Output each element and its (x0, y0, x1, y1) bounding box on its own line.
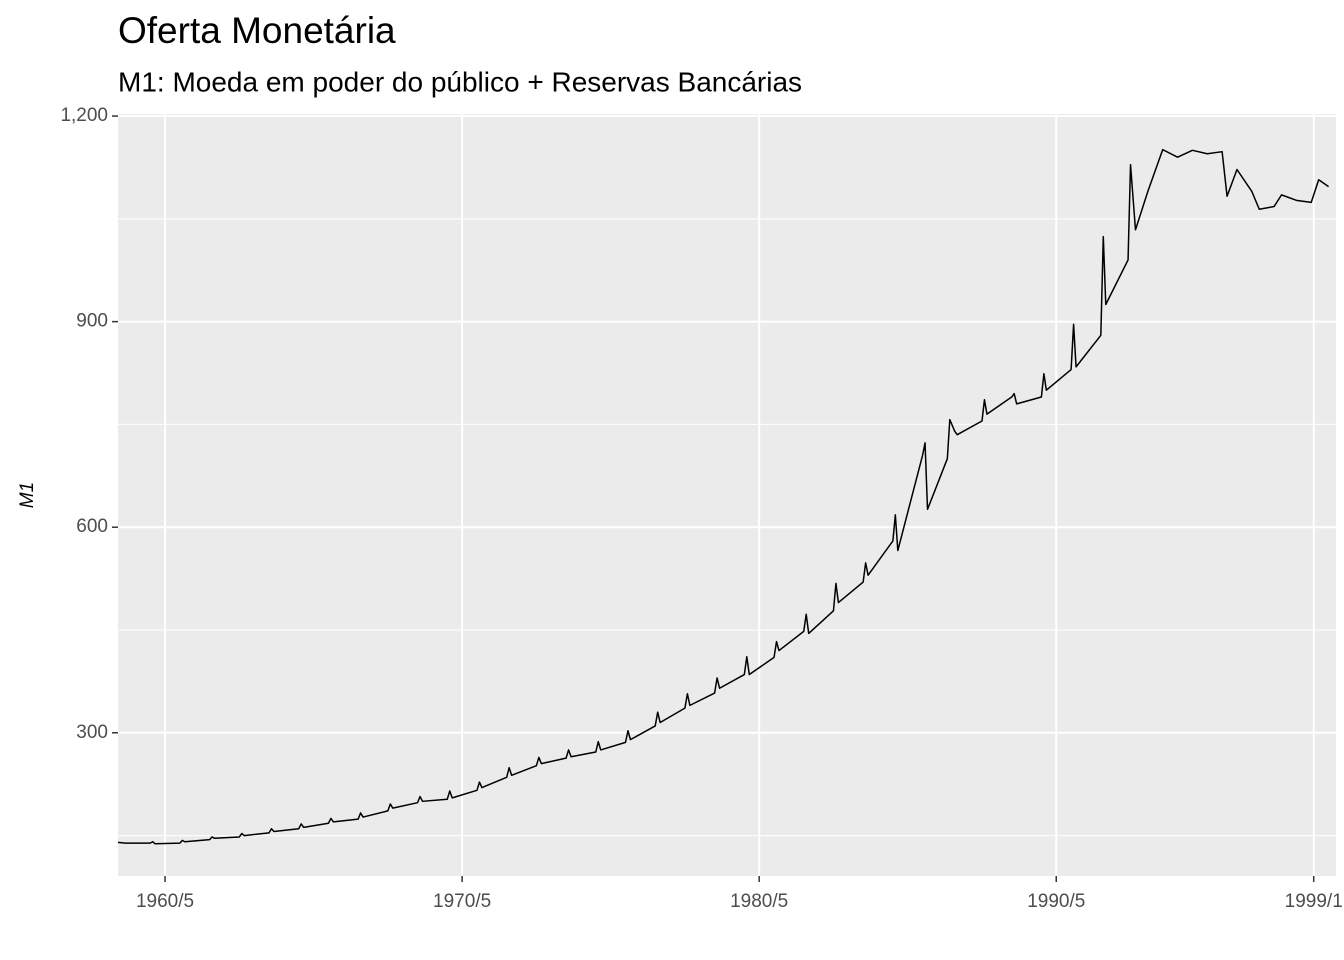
y-axis-title: M1 (17, 482, 38, 508)
x-tick-label: 1960/5 (136, 891, 194, 912)
x-tick-label: 1970/5 (433, 891, 491, 912)
y-tick-label: 900 (76, 311, 108, 332)
y-tick-label: 600 (76, 516, 108, 537)
x-tick-label: 1980/5 (730, 891, 788, 912)
x-tick-label: 1990/5 (1027, 891, 1085, 912)
chart-subtitle: M1: Moeda em poder do público + Reservas… (118, 66, 802, 97)
y-tick-label: 1,200 (60, 105, 108, 126)
chart-title: Oferta Monetária (118, 10, 396, 51)
plot-panel (118, 114, 1336, 876)
line-series (117, 148, 1329, 845)
x-tick-label: 1999/1 (1285, 891, 1343, 912)
y-tick-label: 300 (76, 722, 108, 743)
